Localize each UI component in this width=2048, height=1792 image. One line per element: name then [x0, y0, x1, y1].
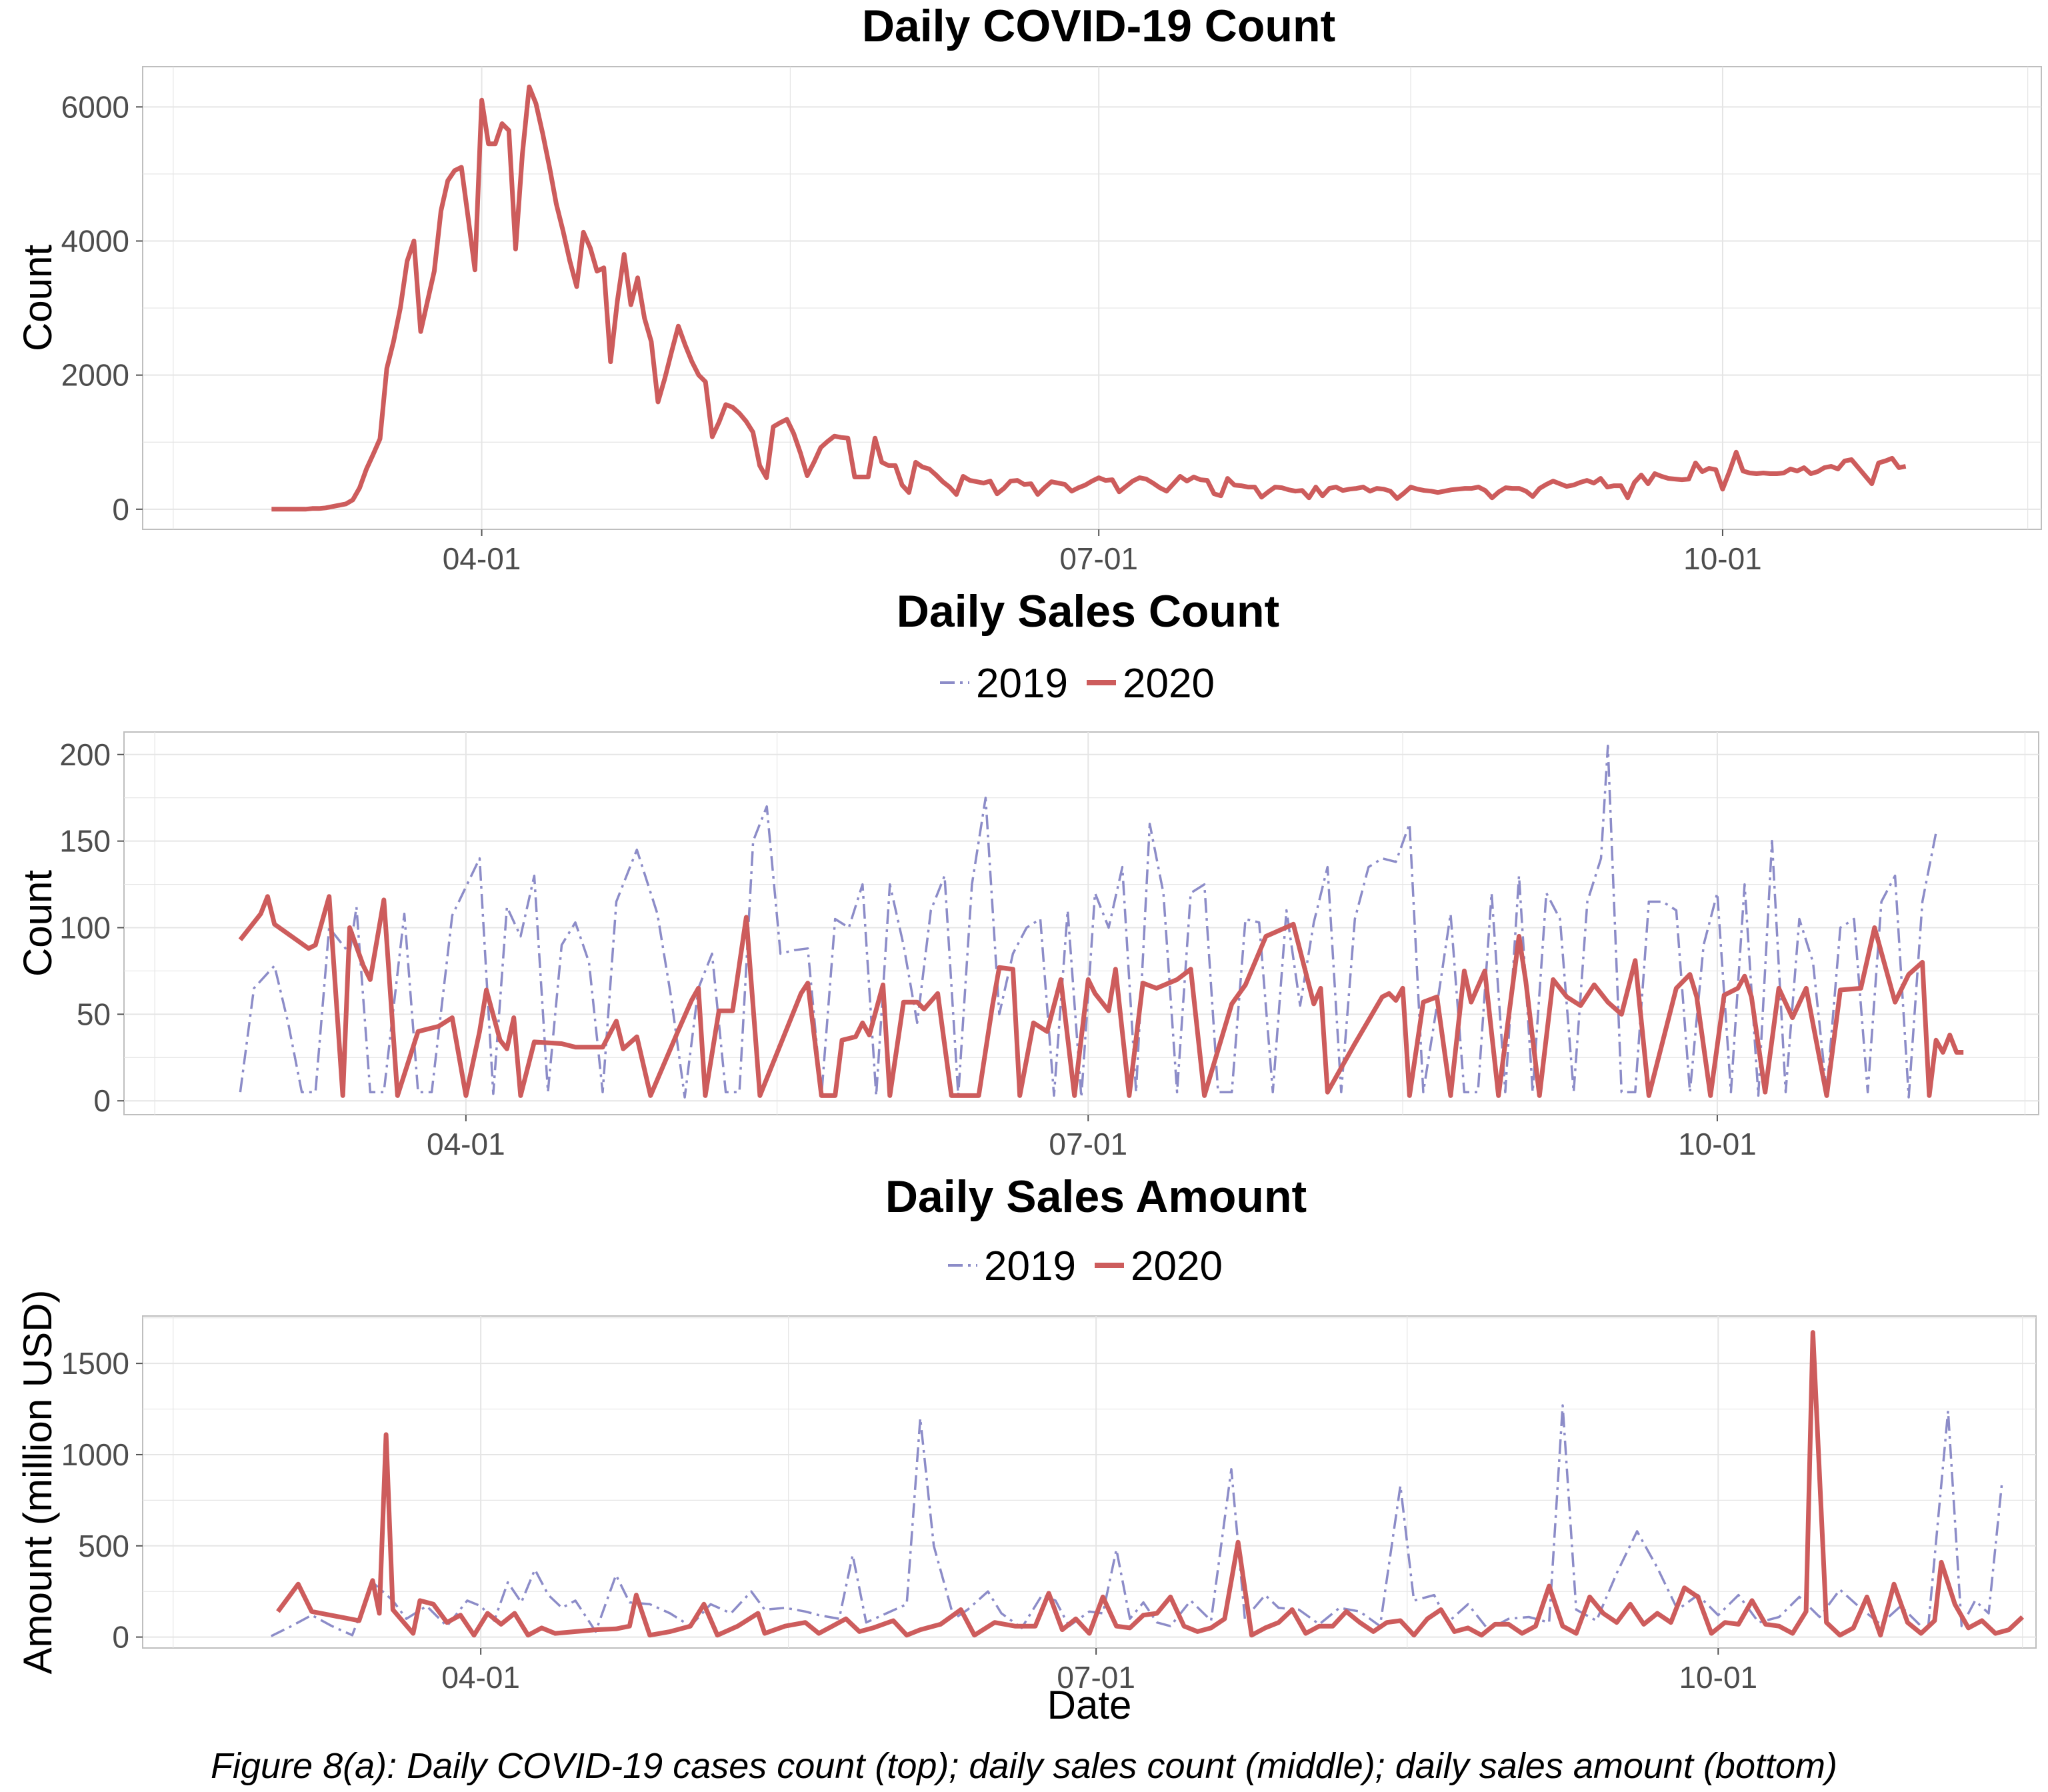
y-axis-label: Amount (million USD) — [15, 1290, 60, 1675]
y-tick-label: 0 — [112, 1620, 129, 1655]
x-tick-label: 04-01 — [443, 541, 521, 576]
legend-label-2019: 2019 — [984, 1243, 1076, 1289]
y-tick-label: 1000 — [61, 1437, 129, 1472]
chart-panel-3: 0 500 1000 1500 04-01 07-01 10-01 Daily Sales A… — [15, 1171, 2037, 1727]
y-tick-label: 2000 — [61, 358, 129, 393]
x-tick-label: 10-01 — [1679, 1660, 1757, 1695]
series-line-2020 — [271, 84, 1907, 512]
y-tick-label: 200 — [59, 737, 111, 772]
plot-area — [142, 66, 2042, 530]
series-line-2019 — [239, 745, 1937, 1099]
chart-title: Daily Sales Count — [897, 586, 1279, 637]
chart-panel-1: 0 2000 4000 6000 04-01 07-01 10-01 Daily COVID-… — [15, 1, 2042, 576]
x-tick-label: 07-01 — [1057, 1660, 1135, 1695]
series-line-2020 — [276, 1330, 2025, 1638]
y-tick-label: 500 — [78, 1529, 129, 1563]
x-axis-label: Date — [1047, 1683, 1132, 1727]
chart-panel-2: 0 50 100 150 200 04-01 07-01 10-01 Daily Sales C… — [15, 586, 2039, 1161]
series-line-2020 — [238, 894, 1964, 1098]
y-tick-label: 4000 — [61, 224, 129, 259]
legend-label-2020: 2020 — [1131, 1243, 1223, 1289]
chart-title: Daily Sales Amount — [885, 1171, 1307, 1222]
y-axis-label: Count — [15, 870, 60, 977]
y-tick-label: 0 — [93, 1083, 111, 1118]
y-tick-label: 100 — [59, 910, 111, 945]
x-tick-label: 07-01 — [1049, 1127, 1127, 1161]
x-tick-label: 10-01 — [1678, 1127, 1757, 1161]
y-tick-label: 50 — [77, 997, 111, 1031]
x-tick-label: 07-01 — [1059, 541, 1138, 576]
y-axis-label: Count — [15, 245, 60, 351]
legend: 2019 2020 — [940, 661, 1215, 707]
x-tick-label: 10-01 — [1683, 541, 1762, 576]
series-line-2019 — [270, 1404, 2004, 1637]
figure-caption: Figure 8(a): Daily COVID-19 cases count … — [211, 1746, 1837, 1786]
legend: 2019 2020 — [948, 1243, 1223, 1289]
legend-label-2020: 2020 — [1123, 661, 1215, 707]
x-tick-label: 04-01 — [441, 1660, 520, 1695]
legend-label-2019: 2019 — [976, 661, 1068, 707]
chart-title: Daily COVID-19 Count — [862, 1, 1335, 51]
y-tick-label: 6000 — [61, 89, 129, 124]
y-tick-label: 1500 — [61, 1346, 129, 1381]
y-tick-label: 0 — [112, 492, 129, 527]
y-tick-label: 150 — [59, 824, 111, 859]
x-tick-label: 04-01 — [427, 1127, 505, 1161]
plot-area — [142, 1315, 2037, 1649]
